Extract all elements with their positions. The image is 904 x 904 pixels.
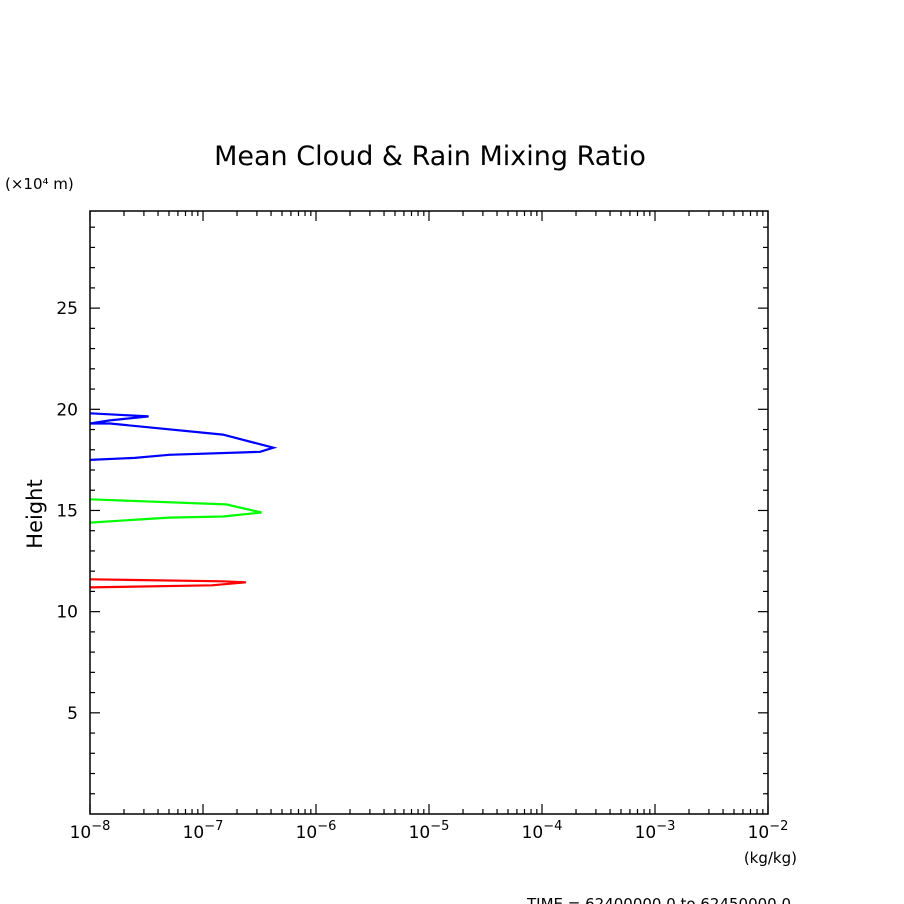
x-tick-labels: 10−8 10−7 10−6 10−5 10−4 10−3 10−2 — [70, 819, 789, 843]
x-tick-label: 10−7 — [183, 819, 224, 843]
chart-title: Mean Cloud & Rain Mixing Ratio — [214, 141, 646, 172]
series-line-3 — [89, 412, 278, 461]
series-group — [89, 412, 278, 589]
plot-frame — [89, 210, 769, 815]
y-scale-label: (×10⁴ m) — [5, 175, 74, 193]
y-tick-label: 25 — [56, 299, 78, 319]
x-tick-label: 10−4 — [522, 819, 563, 843]
x-tick-label: 10−8 — [70, 819, 111, 843]
y-tick-label: 10 — [56, 603, 78, 623]
x-tick-label: 10−3 — [635, 819, 676, 843]
ticks-group — [89, 211, 769, 814]
y-tick-label: 20 — [56, 400, 78, 420]
x-unit-label: (kg/kg) — [744, 849, 797, 867]
y-tick-label: 5 — [67, 704, 78, 724]
time-label: TIME = 62400000.0 to 62450000.0 — [526, 895, 791, 904]
series-line-1 — [89, 578, 247, 589]
series-line-2 — [89, 498, 262, 524]
y-axis-label: Height — [23, 479, 47, 548]
y-tick-label: 15 — [56, 501, 78, 521]
x-tick-label: 10−6 — [296, 819, 337, 843]
y-tick-labels: 5 10 15 20 25 — [56, 299, 78, 724]
x-tick-label: 10−5 — [409, 819, 450, 843]
x-tick-label: 10−2 — [748, 819, 789, 843]
